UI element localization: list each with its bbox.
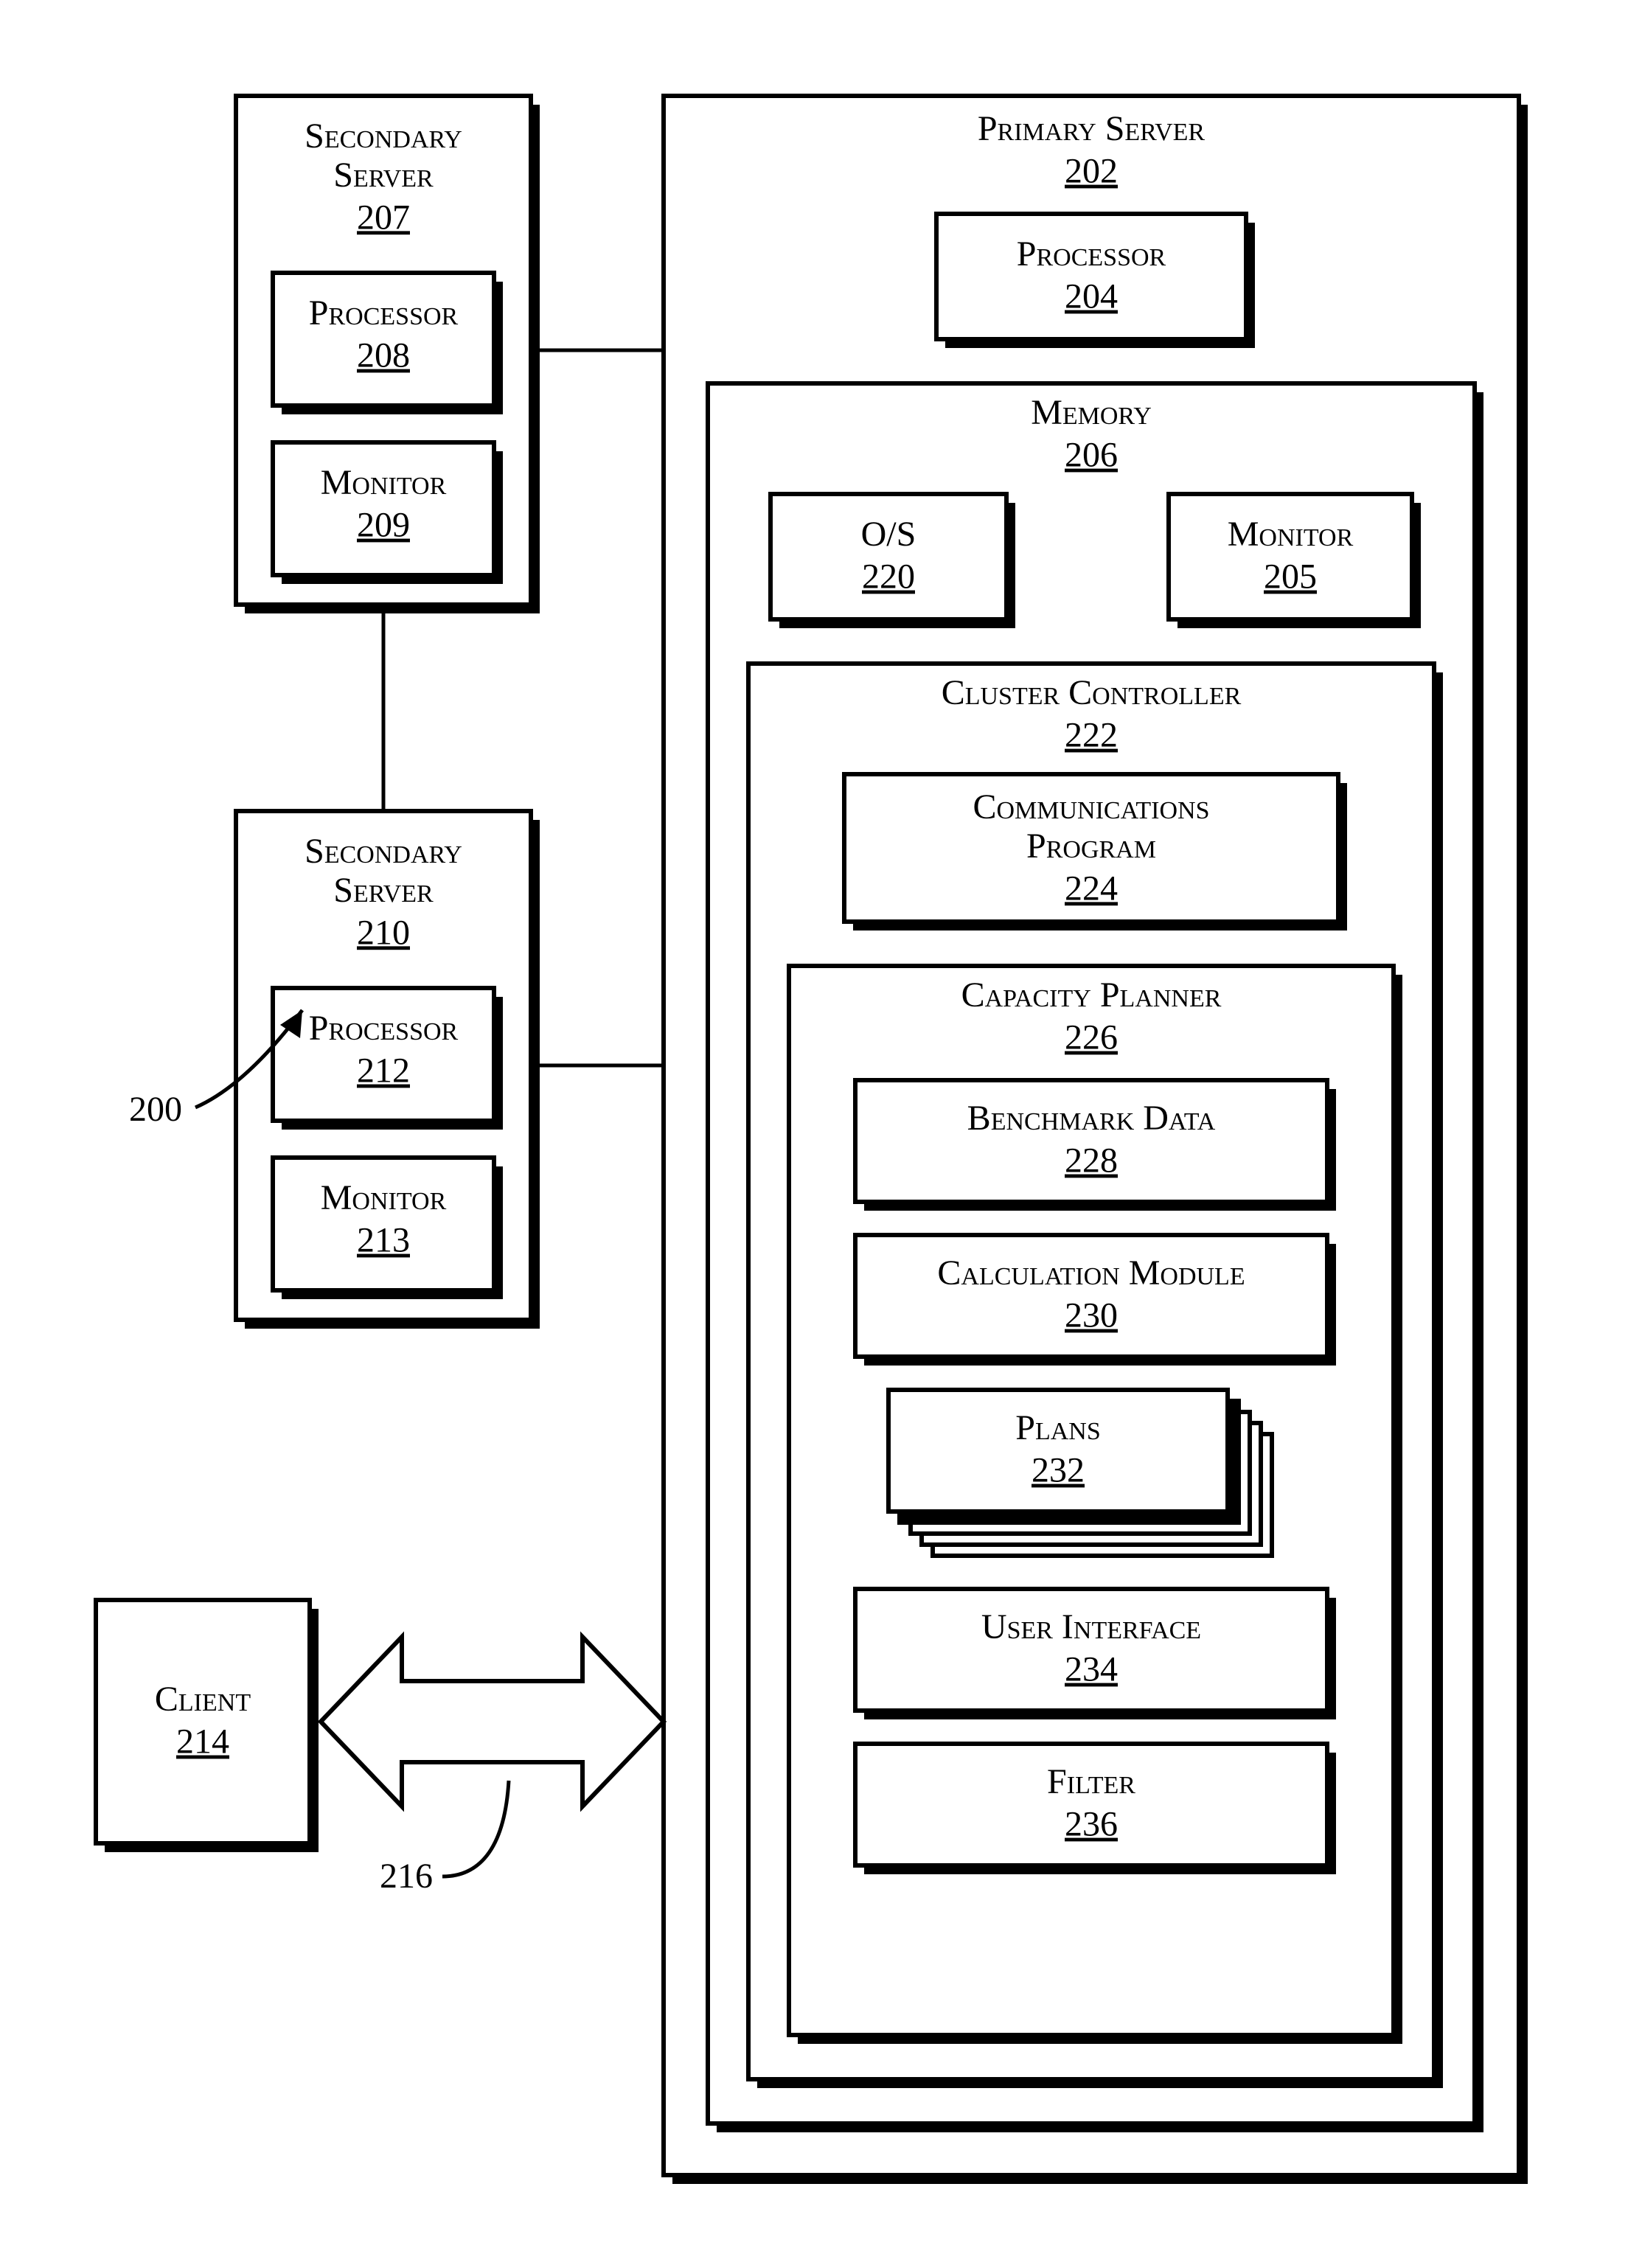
primary-ref: 202 xyxy=(1065,152,1118,191)
callout-216: 216 xyxy=(380,1857,433,1896)
primary-monitor-label: Monitor xyxy=(1228,515,1354,554)
primary-monitor-ref: 205 xyxy=(1264,557,1317,596)
os-ref: 220 xyxy=(862,557,915,596)
secondary1-label-1: Secondary xyxy=(305,116,462,156)
filter-box-ref: 236 xyxy=(1065,1805,1118,1844)
comm-label-1: Communications xyxy=(973,787,1209,827)
filter-box-label: Filter xyxy=(1047,1762,1135,1801)
sec2-processor-label: Processor xyxy=(309,1009,459,1048)
sec1-monitor-label: Monitor xyxy=(321,463,447,502)
comm-label-2: Program xyxy=(1026,827,1156,866)
secondary2-label-1: Secondary xyxy=(305,832,462,871)
calc-module-box-ref: 230 xyxy=(1065,1296,1118,1335)
sec2-monitor-ref: 213 xyxy=(357,1221,410,1260)
memory-label: Memory xyxy=(1031,393,1152,432)
callout-200: 200 xyxy=(129,1090,182,1129)
user-interface-box-ref: 234 xyxy=(1065,1650,1118,1689)
secondary1-label-2: Server xyxy=(333,156,434,195)
sec2-processor-ref: 212 xyxy=(357,1051,410,1090)
benchmark-data-box-label: Benchmark Data xyxy=(967,1099,1216,1138)
capacity-planner-label: Capacity Planner xyxy=(961,975,1222,1015)
user-interface-box-label: User Interface xyxy=(981,1607,1201,1646)
primary-processor-ref: 204 xyxy=(1065,277,1118,316)
double-arrow-216 xyxy=(321,1637,664,1806)
sec1-processor-label: Processor xyxy=(309,293,459,333)
benchmark-data-box-ref: 228 xyxy=(1065,1141,1118,1180)
capacity-planner-ref: 226 xyxy=(1065,1018,1118,1057)
plans-ref: 232 xyxy=(1032,1451,1085,1490)
client-ref: 214 xyxy=(176,1722,229,1761)
client-label: Client xyxy=(155,1680,251,1719)
sec2-monitor-label: Monitor xyxy=(321,1178,447,1217)
sec1-monitor-ref: 209 xyxy=(357,506,410,545)
primary-label: Primary Server xyxy=(978,109,1206,148)
sec1-processor-ref: 208 xyxy=(357,336,410,375)
memory-ref: 206 xyxy=(1065,436,1118,475)
secondary1-ref: 207 xyxy=(357,198,410,237)
cluster-controller-label: Cluster Controller xyxy=(942,673,1242,712)
comm-ref: 224 xyxy=(1065,869,1118,908)
secondary2-label-2: Server xyxy=(333,871,434,910)
plans-label: Plans xyxy=(1015,1408,1100,1447)
os-label: O/S xyxy=(861,515,916,554)
cluster-controller-ref: 222 xyxy=(1065,716,1118,755)
callout-216-leader xyxy=(442,1781,509,1876)
primary-processor-label: Processor xyxy=(1017,234,1166,274)
secondary2-ref: 210 xyxy=(357,913,410,952)
calc-module-box-label: Calculation Module xyxy=(937,1253,1245,1293)
